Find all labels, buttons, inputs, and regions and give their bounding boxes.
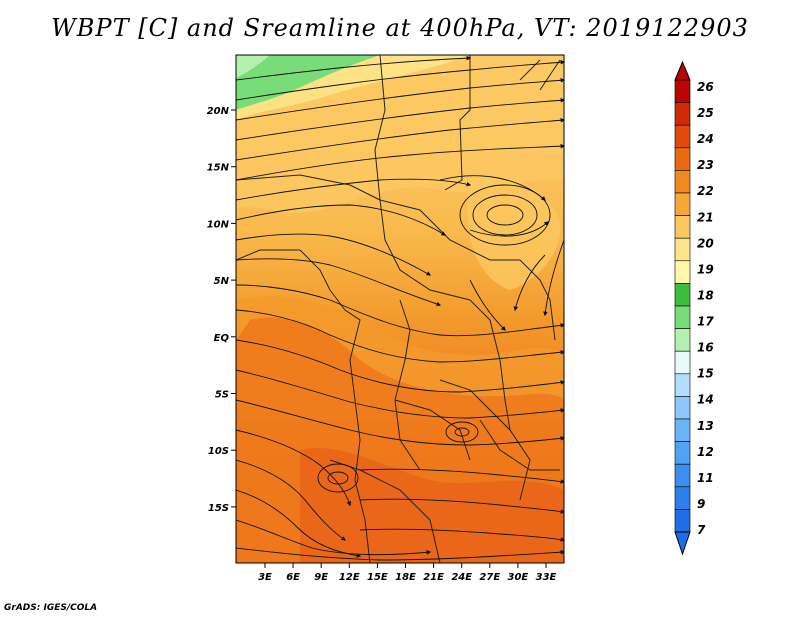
colorbar-label: 24	[697, 132, 714, 146]
colorbar: 26 25 24 23 22 21 20 19 18 17 16 15 14 13 12 11 9 7	[674, 60, 714, 556]
colorbar-label: 21	[697, 210, 714, 224]
wbpt-region-16-18	[236, 55, 380, 110]
colorbar-swatch	[674, 373, 691, 397]
colorbar-swatch	[674, 215, 691, 239]
colorbar-swatch	[674, 509, 691, 533]
lon-tick-label: 21E	[423, 572, 444, 583]
colorbar-swatch	[674, 237, 691, 262]
colorbar-label: 16	[697, 341, 714, 355]
lat-tick-label: 15N	[207, 163, 230, 174]
colorbar-swatch	[674, 102, 691, 126]
colorbar-swatch	[674, 486, 691, 510]
wbpt-region-cool-east	[467, 176, 561, 290]
colorbar-label: 9	[697, 497, 705, 511]
colorbar-label: 7	[697, 523, 706, 537]
lat-tick-label: 10S	[208, 446, 229, 457]
colorbar-label: 13	[697, 419, 714, 433]
colorbar-swatch	[674, 192, 691, 216]
cyclone-circulation	[317, 184, 551, 493]
colorbar-swatch	[674, 305, 691, 329]
colorbar-label: 20	[697, 236, 714, 250]
colorbar-label: 18	[697, 288, 714, 302]
colorbar-label: 19	[697, 262, 714, 276]
colorbar-swatch	[674, 170, 691, 194]
colorbar-swatch	[674, 147, 691, 171]
colorbar-swatch	[674, 350, 691, 375]
lon-tick-label: 18E	[395, 572, 416, 583]
colorbar-label: 25	[697, 106, 714, 120]
colorbar-swatch	[674, 124, 691, 149]
streamlines	[236, 55, 564, 561]
colorbar-label: 23	[697, 158, 714, 172]
lat-tick-label: 15S	[208, 503, 229, 514]
colorbar-max-arrow	[674, 60, 691, 81]
colorbar-label: 12	[697, 445, 714, 459]
lat-tick-label: 5N	[214, 276, 230, 287]
lon-tick-label: 27E	[479, 572, 500, 583]
map-frame	[235, 54, 565, 564]
wbpt-region-15-16	[236, 55, 270, 78]
lon-tick-label: 33E	[536, 572, 557, 583]
colorbar-swatch	[674, 328, 691, 352]
lon-tick-label: 12E	[339, 572, 360, 583]
lat-tick-label: EQ	[214, 333, 230, 344]
chart-title: WBPT [C] and Sreamline at 400hPa, VT: 20…	[51, 14, 749, 42]
colorbar-swatch	[674, 79, 691, 103]
colorbar-min-arrow	[674, 531, 691, 556]
colorbar-label: 22	[697, 184, 714, 198]
lat-tick-label: 5S	[215, 390, 229, 401]
longitude-axis: 3E 6E 9E 12E 15E 18E 21E 24E 27E 30E 33E	[258, 563, 557, 583]
colorbar-label: 14	[697, 393, 714, 407]
colorbar-swatch	[674, 396, 691, 420]
lon-tick-label: 24E	[451, 572, 472, 583]
footer-credit: GrADS: IGES/COLA	[4, 603, 98, 613]
colorbar-label: 26	[697, 80, 714, 94]
country-borders	[236, 55, 561, 563]
colorbar-swatch	[674, 463, 691, 488]
lon-tick-label: 3E	[258, 572, 272, 583]
lon-tick-label: 9E	[314, 572, 328, 583]
latitude-axis: 20N 15N 10N 5N EQ 5S 10S 15S	[207, 106, 236, 514]
lon-tick-label: 15E	[367, 572, 388, 583]
colorbar-swatch	[674, 260, 691, 284]
colorbar-swatch	[674, 441, 691, 465]
colorbar-swatch	[674, 418, 691, 442]
colorbar-label: 15	[697, 367, 714, 381]
colorbar-label: 17	[697, 315, 714, 329]
colorbar-swatch	[674, 283, 691, 307]
lon-tick-label: 30E	[508, 572, 529, 583]
lat-tick-label: 20N	[207, 106, 230, 117]
lon-tick-label: 6E	[286, 572, 300, 583]
colorbar-label: 11	[697, 471, 714, 485]
lat-tick-label: 10N	[207, 219, 230, 230]
